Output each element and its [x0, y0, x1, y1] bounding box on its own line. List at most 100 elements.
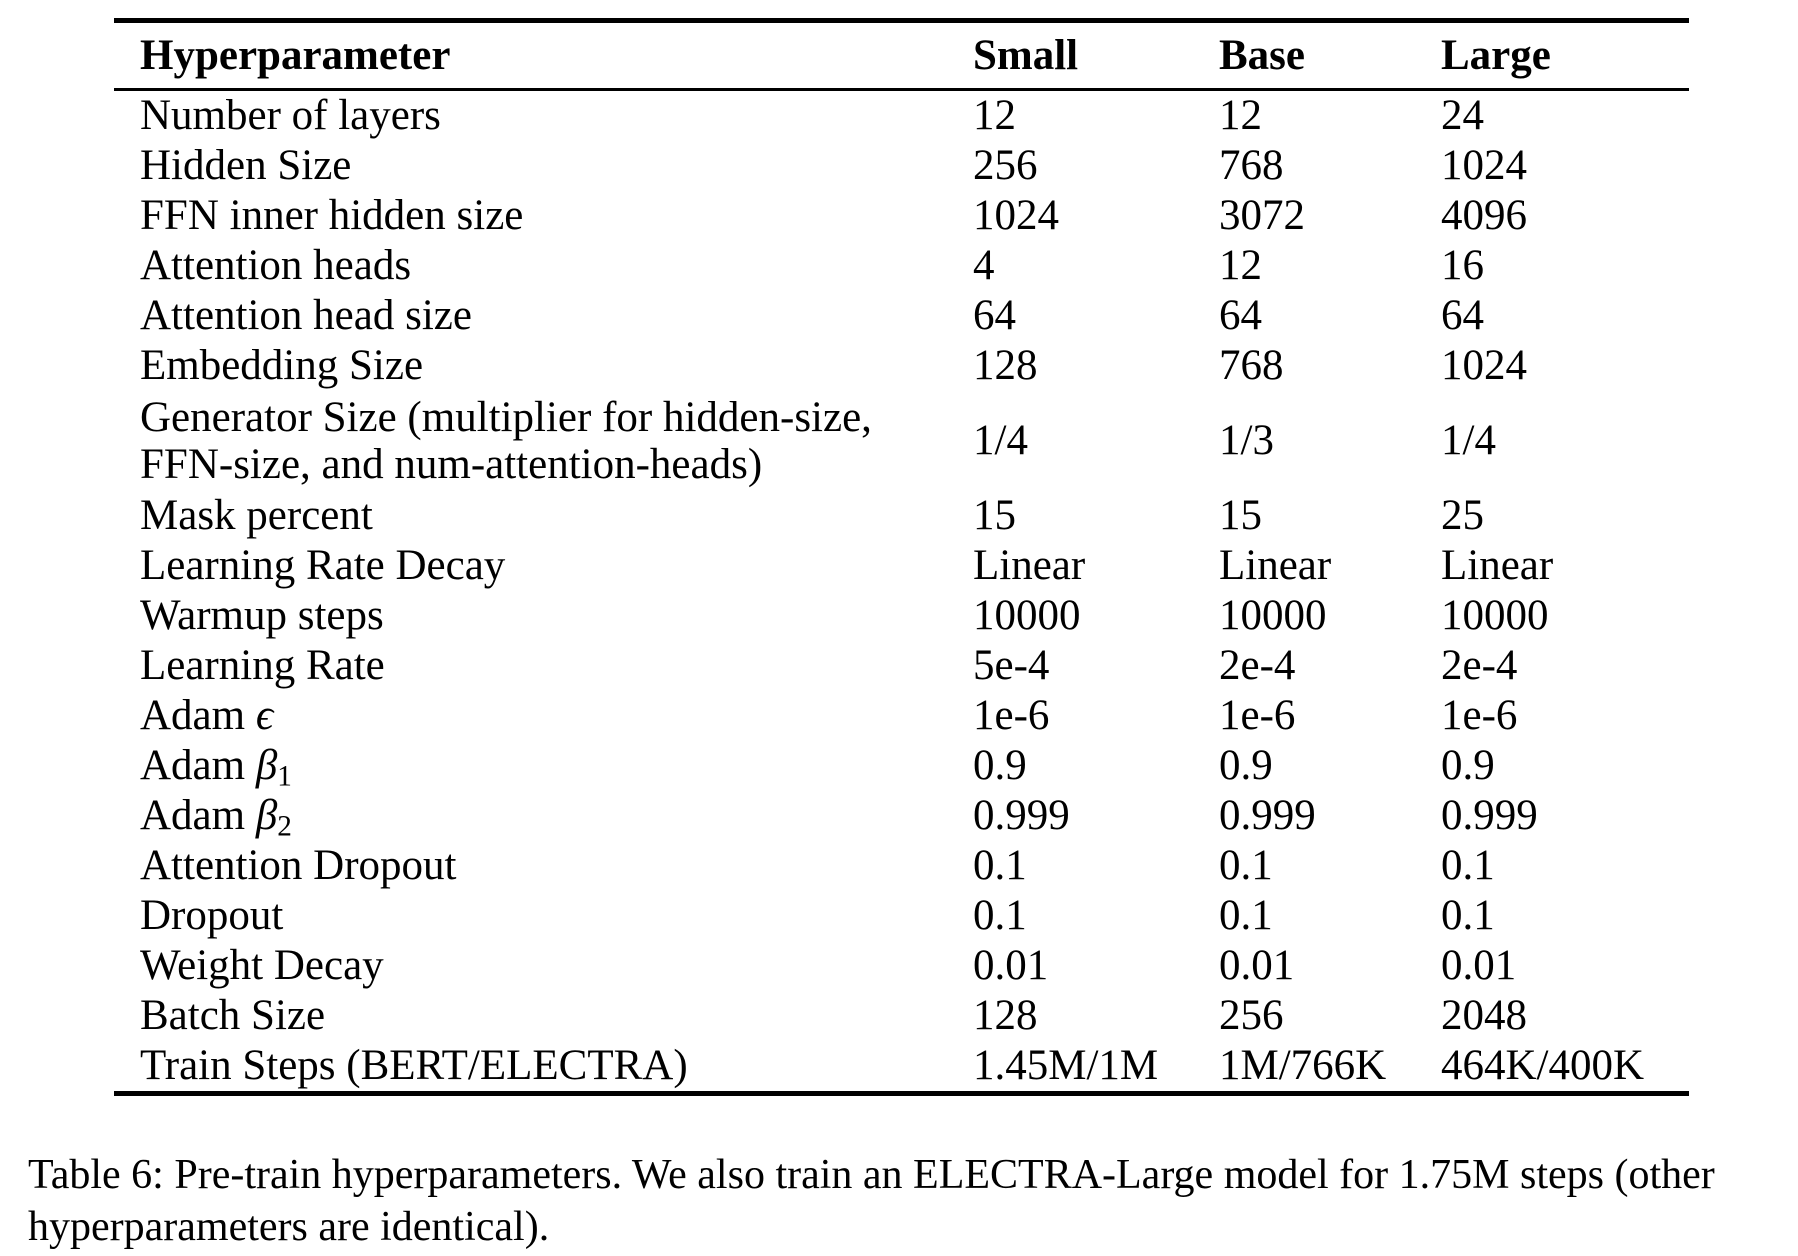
- cell-large: 0.999: [1441, 792, 1538, 839]
- row-label-text: Train Steps (BERT/ELECTRA): [140, 1042, 688, 1089]
- table-row: FFN inner hidden size 1024 3072 4096: [114, 191, 1689, 241]
- cell-small: 4: [973, 242, 995, 289]
- table-row: Number of layers 12 12 24: [114, 91, 1689, 141]
- cell-base: 768: [1219, 142, 1284, 189]
- cell-base: 3072: [1219, 192, 1305, 239]
- column-header-base: Base: [1219, 32, 1305, 79]
- cell-small: 1.45M/1M: [973, 1042, 1159, 1089]
- row-label-text: Attention head size: [140, 292, 472, 339]
- row-label-line1: Batch Size: [140, 991, 973, 1041]
- cell-small: Linear: [973, 542, 1086, 589]
- table-mid-rule: [114, 88, 1689, 91]
- cell-small: 0.999: [973, 792, 1070, 839]
- table-row: Adam ϵ 1e-6 1e-6 1e-6: [114, 691, 1689, 741]
- table-bottom-rule: [114, 1091, 1689, 1096]
- cell-small: 1e-6: [973, 692, 1050, 739]
- row-label: Attention heads: [140, 241, 973, 291]
- table-row: Warmup steps 10000 10000 10000: [114, 591, 1689, 641]
- row-label-line1: Train Steps (BERT/ELECTRA): [140, 1041, 973, 1091]
- row-label-line1: Adam ϵ: [140, 691, 973, 741]
- table-row: Attention head size 64 64 64: [114, 291, 1689, 341]
- column-header-large: Large: [1441, 32, 1551, 79]
- row-label-text: Attention Dropout: [140, 842, 457, 889]
- cell-small: 5e-4: [973, 642, 1050, 689]
- cell-large: 10000: [1441, 592, 1549, 639]
- cell-small: 12: [973, 92, 1016, 139]
- row-label: Hidden Size: [140, 141, 973, 191]
- cell-small: 0.9: [973, 742, 1027, 789]
- cell-small: 10000: [973, 592, 1081, 639]
- cell-base: Linear: [1219, 542, 1332, 589]
- row-label: Dropout: [140, 891, 973, 941]
- row-label-line1: Embedding Size: [140, 341, 973, 391]
- row-label: Weight Decay: [140, 941, 973, 991]
- row-label-line1: Adam β1: [140, 741, 973, 791]
- cell-large: 1e-6: [1441, 692, 1518, 739]
- cell-small: 128: [973, 992, 1038, 1039]
- table-row: Learning Rate 5e-4 2e-4 2e-4: [114, 641, 1689, 691]
- cell-large: 64: [1441, 292, 1484, 339]
- row-label: Learning Rate Decay: [140, 541, 973, 591]
- cell-large: 1024: [1441, 342, 1527, 389]
- cell-large: 464K/400K: [1441, 1042, 1645, 1089]
- row-label-line1: Attention Dropout: [140, 841, 973, 891]
- row-label-text: Embedding Size: [140, 342, 424, 389]
- cell-large: 2e-4: [1441, 642, 1518, 689]
- row-label: Generator Size (multiplier for hidden-si…: [140, 394, 973, 488]
- cell-large: Linear: [1441, 542, 1554, 589]
- table-top-rule: [114, 18, 1689, 23]
- row-label-line1: Mask percent: [140, 491, 973, 541]
- table-row: Generator Size (multiplier for hidden-si…: [114, 391, 1689, 491]
- cell-large: 16: [1441, 242, 1484, 289]
- row-label-line1: Number of layers: [140, 91, 973, 141]
- cell-small: 1/4: [973, 417, 1028, 464]
- row-label: Adam β1: [140, 741, 973, 791]
- cell-base: 1e-6: [1219, 692, 1296, 739]
- row-label: Number of layers: [140, 91, 973, 141]
- cell-large: 0.01: [1441, 942, 1517, 989]
- cell-small: 1024: [973, 192, 1059, 239]
- row-label-text: Learning Rate: [140, 642, 385, 689]
- cell-small: 15: [973, 492, 1016, 539]
- cell-large: 24: [1441, 92, 1484, 139]
- cell-base: 0.999: [1219, 792, 1316, 839]
- row-label-text: Weight Decay: [140, 942, 384, 989]
- row-label-text: Number of layers: [140, 92, 441, 139]
- row-label-text: FFN inner hidden size: [140, 192, 524, 239]
- cell-small: 256: [973, 142, 1038, 189]
- table-row: Adam β2 0.999 0.999 0.999: [114, 791, 1689, 841]
- cell-base: 0.9: [1219, 742, 1273, 789]
- table-row: Hidden Size 256 768 1024: [114, 141, 1689, 191]
- row-label-line1: Attention head size: [140, 291, 973, 341]
- table-row: Mask percent 15 15 25: [114, 491, 1689, 541]
- row-label-text: Generator Size (multiplier for hidden-si…: [140, 394, 872, 441]
- cell-large: 4096: [1441, 192, 1527, 239]
- cell-small: 0.1: [973, 892, 1027, 939]
- cell-base: 10000: [1219, 592, 1327, 639]
- row-label-line1: Hidden Size: [140, 141, 973, 191]
- cell-large: 1024: [1441, 142, 1527, 189]
- row-label-line1: Attention heads: [140, 241, 973, 291]
- cell-large: 1/4: [1441, 417, 1496, 464]
- cell-small: 64: [973, 292, 1016, 339]
- row-label-line1: Warmup steps: [140, 591, 973, 641]
- math-symbol: β: [255, 742, 278, 789]
- cell-base: 768: [1219, 342, 1284, 389]
- row-label-line1: Adam β2: [140, 791, 973, 841]
- row-label: Attention Dropout: [140, 841, 973, 891]
- row-label: Mask percent: [140, 491, 973, 541]
- row-label-text: Attention heads: [140, 242, 412, 289]
- row-label-text: Hidden Size: [140, 142, 352, 189]
- row-label-text: Adam: [140, 792, 256, 839]
- row-label: Learning Rate: [140, 641, 973, 691]
- table-row: Attention Dropout 0.1 0.1 0.1: [114, 841, 1689, 891]
- row-label-text: Learning Rate Decay: [140, 542, 506, 589]
- caption-line-2: hyperparameters are identical).: [28, 1204, 550, 1250]
- row-label-text: Warmup steps: [140, 592, 384, 639]
- cell-large: 0.9: [1441, 742, 1495, 789]
- table-row: Batch Size 128 256 2048: [114, 991, 1689, 1041]
- row-label-text: Adam: [140, 742, 256, 789]
- table-row: Weight Decay 0.01 0.01 0.01: [114, 941, 1689, 991]
- cell-base: 2e-4: [1219, 642, 1296, 689]
- table-row: Train Steps (BERT/ELECTRA) 1.45M/1M 1M/7…: [114, 1041, 1689, 1091]
